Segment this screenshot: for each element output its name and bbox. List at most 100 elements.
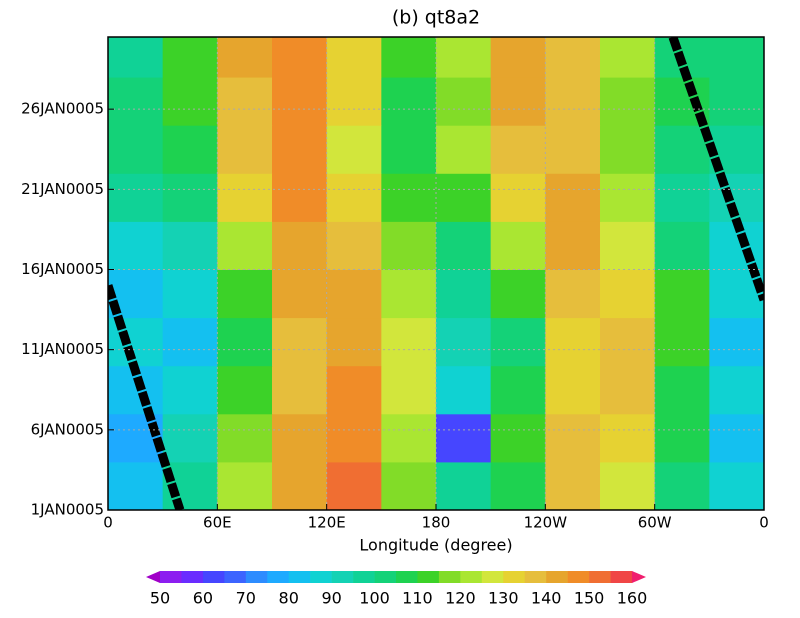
cell — [545, 317, 601, 367]
cell — [272, 77, 328, 126]
colorbar-arrow — [632, 571, 646, 583]
cell — [162, 37, 218, 78]
colorbar-label: 90 — [321, 589, 341, 608]
colorbar-box — [353, 571, 375, 583]
colorbar-box — [374, 571, 397, 583]
y-tick-label: 26JAN0005 — [21, 100, 104, 118]
cell — [108, 461, 164, 510]
cell — [490, 365, 546, 415]
colorbar-box — [224, 571, 247, 583]
cell — [654, 269, 710, 319]
cell — [381, 221, 437, 270]
cell — [545, 365, 601, 415]
cell — [381, 125, 437, 174]
cell — [436, 413, 492, 463]
line-series — [668, 37, 764, 302]
x-tick-label: 0 — [103, 514, 113, 532]
cell — [381, 173, 437, 222]
cell — [436, 365, 492, 415]
colorbar-label: 70 — [236, 589, 256, 608]
y-tick-label: 21JAN0005 — [21, 180, 104, 198]
cell — [436, 317, 492, 367]
colorbar-box — [546, 571, 568, 583]
cell — [436, 221, 492, 270]
cell — [545, 221, 601, 270]
colorbar-box — [331, 571, 354, 583]
colorbar-label: 50 — [150, 589, 170, 608]
cell — [272, 413, 328, 463]
cell — [600, 317, 656, 367]
colorbar-box — [589, 571, 611, 583]
cell — [545, 461, 601, 510]
cell — [436, 37, 492, 78]
cell — [490, 413, 546, 463]
colorbar-label: 160 — [617, 589, 648, 608]
cell — [162, 365, 218, 415]
cell — [217, 317, 273, 367]
colorbar-box — [481, 571, 504, 583]
cell — [162, 77, 218, 126]
cell — [436, 173, 492, 222]
cell — [436, 269, 492, 319]
colorbar-box — [460, 571, 483, 583]
cell — [326, 317, 382, 367]
cell — [490, 221, 546, 270]
cell — [436, 461, 492, 510]
x-tick-label: 60E — [203, 514, 232, 532]
colorbar-box — [160, 571, 182, 583]
cell — [217, 221, 273, 270]
colorbar-box — [438, 571, 461, 583]
cell — [162, 317, 218, 367]
cell — [108, 413, 164, 463]
cell — [381, 269, 437, 319]
cell — [381, 413, 437, 463]
colorbar-box — [503, 571, 526, 583]
cell — [600, 413, 656, 463]
cell — [490, 173, 546, 222]
x-tick-label: 0 — [759, 514, 769, 532]
cell — [709, 37, 764, 78]
cell — [709, 461, 764, 510]
colorbar-arrow — [146, 571, 160, 583]
cell — [272, 317, 328, 367]
cell — [490, 77, 546, 126]
cell — [709, 77, 764, 126]
cell — [545, 77, 601, 126]
colorbar-box — [288, 571, 311, 583]
cell — [600, 269, 656, 319]
cell — [654, 221, 710, 270]
line-series — [108, 284, 185, 510]
cell — [490, 317, 546, 367]
cell — [600, 365, 656, 415]
colorbar-box — [202, 571, 225, 583]
cell — [272, 221, 328, 270]
cell — [600, 125, 656, 174]
cell — [490, 269, 546, 319]
cell — [600, 173, 656, 222]
colorbar-box — [310, 571, 332, 583]
cell — [217, 269, 273, 319]
cell — [217, 37, 273, 78]
cell — [600, 461, 656, 510]
y-tick-label: 16JAN0005 — [21, 260, 104, 278]
x-tick-label: 120E — [308, 514, 346, 532]
cell — [162, 173, 218, 222]
cell — [108, 125, 164, 174]
cell — [654, 317, 710, 367]
colorbar-box — [524, 571, 547, 583]
plot-area — [108, 37, 764, 510]
cell — [490, 125, 546, 174]
colorbar-label: 60 — [193, 589, 213, 608]
cell — [545, 173, 601, 222]
cell — [272, 173, 328, 222]
cell — [326, 125, 382, 174]
cell — [162, 413, 218, 463]
cell — [108, 37, 164, 78]
cell — [162, 125, 218, 174]
cell — [108, 221, 164, 270]
cell — [436, 77, 492, 126]
x-tick-label: 60W — [638, 514, 672, 532]
cell — [654, 461, 710, 510]
colorbar-box — [610, 571, 633, 583]
